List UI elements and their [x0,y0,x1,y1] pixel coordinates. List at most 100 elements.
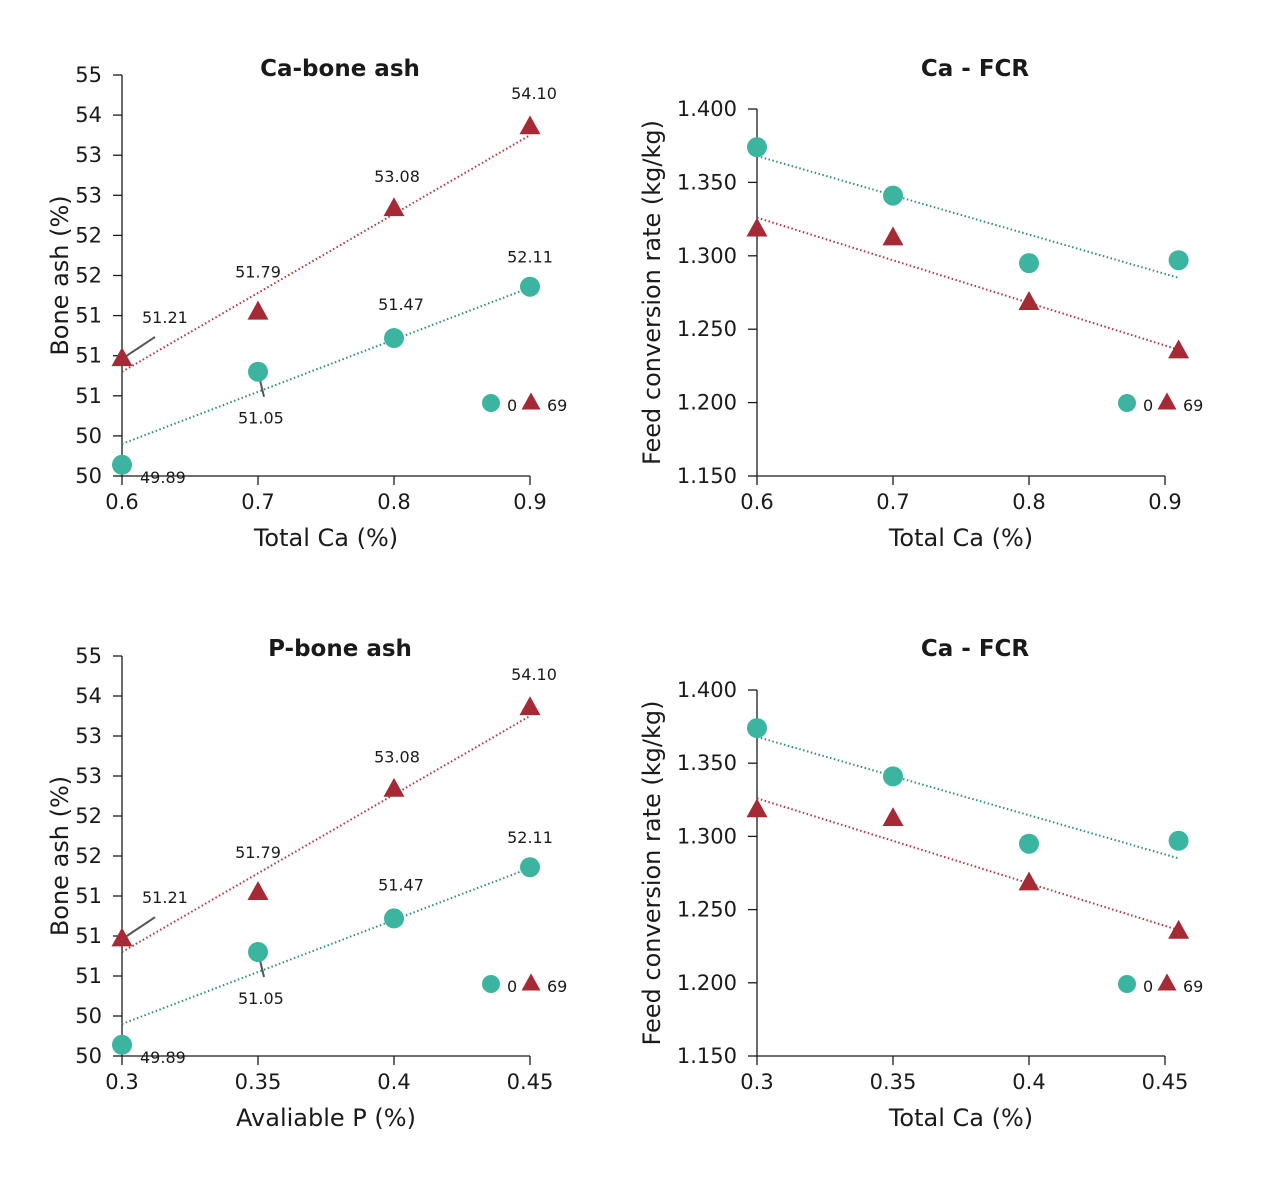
legend-label-series-69: 69 [1183,977,1203,996]
y-tick-label: 1.200 [677,391,737,415]
trendline-series-69 [121,715,531,953]
trendline-series-0 [121,286,531,445]
data-label: 51.79 [235,262,281,281]
y-tick-label: 1.300 [677,244,737,268]
x-tick-label: 0.9 [513,490,546,514]
data-point-series-69 [1168,339,1190,359]
y-tick-label: 51 [75,344,102,368]
y-tick-label: 50 [75,424,102,448]
data-label: 51.79 [235,843,281,862]
y-tick-label: 53 [75,724,102,748]
data-point-series-69 [111,347,133,367]
data-label: 51.05 [238,989,284,1008]
y-tick-label: 50 [75,1004,102,1028]
legend-marker-series-0 [482,975,500,993]
x-tick-label: 0.8 [1012,490,1045,514]
legend-label-series-69: 69 [547,977,567,996]
data-point-series-69 [519,115,541,135]
y-tick-label: 52 [75,804,102,828]
x-tick-label: 0.6 [105,490,138,514]
x-tick-label: 0.4 [377,1070,410,1094]
x-axis-label: Total Ca (%) [888,1104,1033,1132]
y-tick-label: 55 [75,644,102,668]
x-axis-label: Total Ca (%) [888,524,1033,552]
label-leader-line [121,336,156,360]
data-label: 54.10 [511,84,557,103]
y-tick-label: 51 [75,964,102,988]
data-point-series-69 [746,798,768,818]
chart-title: P-bone ash [268,636,412,662]
data-point-series-0 [112,454,132,475]
data-label: 51.47 [378,875,424,894]
x-tick-label: 0.45 [507,1070,554,1094]
y-tick-label: 51 [75,304,102,328]
legend: 0 69 [482,973,567,996]
data-point-series-0 [883,185,903,206]
y-tick-label: 54 [75,103,102,127]
x-axis-label: Avaliable P (%) [236,1104,416,1132]
x-tick-label: 0.35 [870,1070,917,1094]
legend-label-series-69: 69 [1183,396,1203,415]
data-point-series-69 [882,226,904,246]
x-tick-label: 0.3 [740,1070,773,1094]
data-point-series-0 [384,328,404,349]
data-point-series-69 [1168,919,1190,939]
y-tick-label: 1.250 [677,317,737,341]
y-tick-label: 50 [75,1044,102,1068]
y-axis-label: Bone ash (%) [46,195,74,355]
trendline-series-69 [121,134,531,373]
legend-marker-series-0 [1118,394,1136,412]
x-tick-label: 0.45 [1142,1070,1189,1094]
legend-label-series-0: 0 [1143,396,1153,415]
trendline-series-0 [756,155,1179,279]
y-tick-label: 51 [75,924,102,948]
trendline-series-0 [121,867,531,1025]
chart-panel-4: Ca - FCR 1.150 1.200 1.250 1.300 1.350 1.400 0.… [638,636,1203,1132]
data-point-series-0 [1168,250,1189,271]
y-tick-label: 53 [75,143,102,167]
data-point-series-0 [883,766,903,787]
legend-marker-series-69 [1157,973,1177,991]
data-point-series-0 [384,908,404,929]
data-point-series-69 [519,696,541,716]
data-label: 51.47 [378,295,424,314]
data-label: 49.89 [140,1048,186,1067]
data-point-series-0 [520,276,540,297]
data-point-series-69 [746,217,768,237]
y-tick-label: 1.150 [677,1044,737,1068]
data-point-series-69 [247,881,269,900]
data-point-series-69 [1018,291,1040,310]
x-tick-label: 0.8 [377,490,410,514]
data-point-series-0 [520,857,540,878]
y-tick-label: 51 [75,884,102,908]
trendline-series-69 [756,797,1179,932]
data-point-series-0 [1168,830,1189,851]
trendline-series-69 [756,216,1179,351]
chart-title: Ca - FCR [921,56,1030,82]
data-point-series-0 [248,942,268,962]
y-axis-label: Feed conversion rate (kg/kg) [638,701,666,1046]
y-tick-label: 55 [75,63,102,87]
x-tick-label: 0.7 [241,490,274,514]
data-point-series-0 [747,137,767,158]
data-point-series-0 [1019,253,1039,274]
data-label: 53.08 [374,167,420,186]
y-tick-label: 1.300 [677,824,737,848]
y-axis-label: Bone ash (%) [46,776,74,936]
y-tick-label: 1.250 [677,898,737,922]
data-point-series-0 [747,718,767,739]
legend-label-series-69: 69 [547,396,567,415]
y-tick-label: 53 [75,764,102,788]
y-tick-label: 1.400 [677,678,737,702]
chart-panel-2: Ca - FCR 1.150 1.200 1.250 1.300 1.350 1.400 0.… [638,56,1203,552]
y-tick-label: 54 [75,684,102,708]
x-tick-label: 0.9 [1148,490,1181,514]
chart-title: Ca-bone ash [260,56,420,82]
data-point-series-69 [247,300,269,320]
label-leader-line [121,916,156,941]
legend-label-series-0: 0 [507,396,517,415]
y-tick-label: 52 [75,844,102,868]
legend: 0 69 [1118,392,1203,415]
x-tick-label: 0.6 [740,490,773,514]
y-tick-label: 1.400 [677,97,737,121]
